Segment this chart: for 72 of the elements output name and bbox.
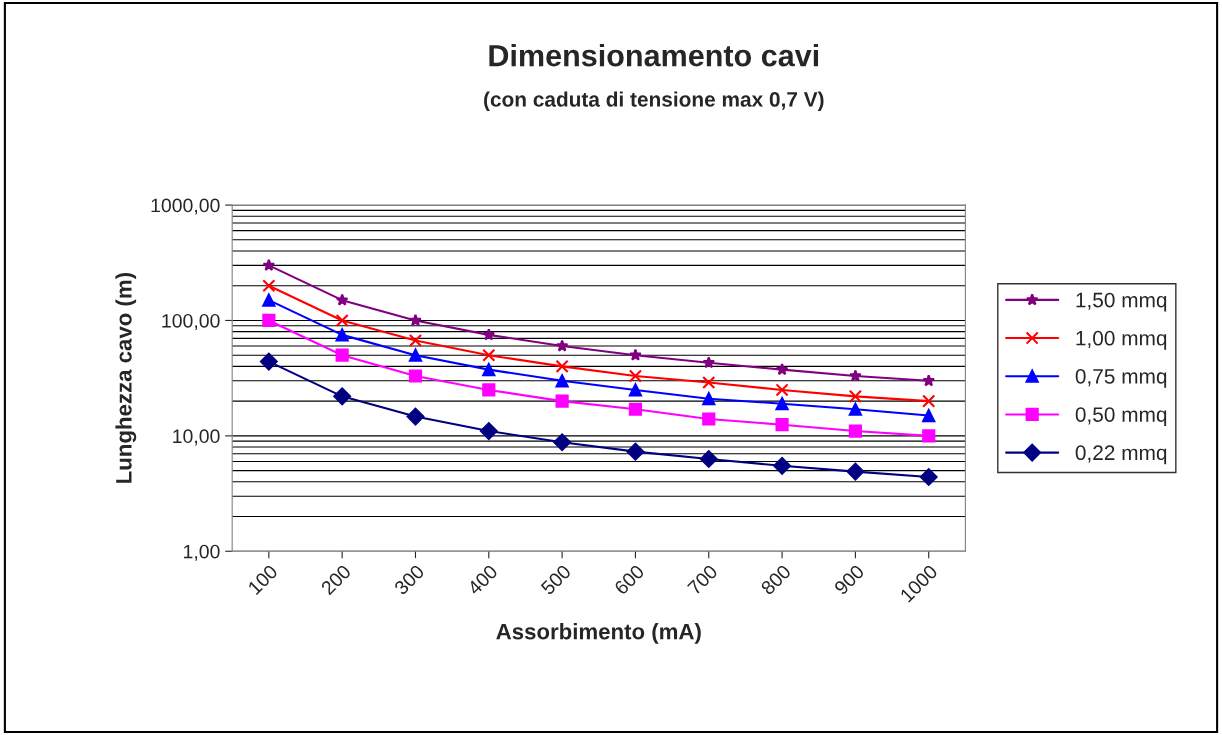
point — [555, 339, 569, 352]
point — [262, 279, 276, 293]
point — [628, 383, 643, 397]
x-axis-title: Assorbimento (mA) — [496, 623, 701, 644]
chart-title: Dimensionamento cavi — [489, 44, 819, 67]
point — [555, 374, 569, 388]
y-tick-label: 1000,00 — [151, 198, 220, 215]
x-tick-label: 700 — [686, 563, 719, 596]
point — [702, 392, 716, 406]
point — [408, 333, 423, 348]
point — [919, 468, 938, 486]
point — [775, 363, 789, 376]
point — [482, 348, 496, 362]
point — [848, 389, 862, 403]
point — [628, 402, 643, 416]
point — [482, 383, 496, 397]
point — [846, 462, 865, 481]
point — [922, 374, 936, 387]
point — [335, 328, 349, 342]
x-tick-label: 300 — [393, 563, 426, 596]
point — [408, 348, 423, 362]
point — [555, 359, 569, 373]
point — [699, 450, 718, 468]
x-tick-label: 600 — [613, 563, 645, 596]
point — [479, 422, 498, 440]
y-axis-title: Lunghezza cavo (m) — [115, 273, 137, 483]
legend-label: 0,22 mmq — [1075, 445, 1167, 465]
point — [775, 383, 789, 397]
legend-label: 0,50 mmq — [1075, 407, 1167, 427]
point — [922, 408, 936, 423]
point — [848, 424, 862, 438]
point — [626, 442, 645, 461]
x-tick-label: 500 — [540, 563, 572, 596]
point — [335, 348, 349, 362]
point — [555, 394, 569, 408]
legend-label: 0,75 mmq — [1075, 369, 1167, 388]
point — [262, 313, 276, 328]
point — [775, 418, 789, 432]
x-tick-label: 800 — [760, 563, 792, 596]
x-tick-label: 100 — [247, 563, 279, 596]
point — [702, 375, 716, 390]
point — [922, 394, 936, 408]
point — [335, 313, 349, 328]
point — [553, 433, 572, 452]
legend-label: 1,50 mmq — [1076, 292, 1167, 312]
point — [259, 352, 278, 371]
chart-subtitle: (con caduta di tensione max 0,7 V) — [484, 91, 824, 111]
point — [333, 387, 352, 406]
point — [629, 348, 642, 361]
point — [262, 258, 276, 271]
y-tick-label: 1,00 — [184, 544, 220, 561]
point — [848, 402, 862, 416]
point — [849, 369, 862, 382]
point — [628, 369, 643, 383]
point — [922, 429, 936, 443]
point — [406, 407, 425, 426]
point — [408, 369, 423, 383]
point — [482, 363, 496, 377]
point — [775, 397, 789, 411]
x-tick-label: 400 — [466, 563, 499, 596]
point — [335, 293, 349, 306]
point — [409, 313, 422, 326]
point — [262, 293, 276, 307]
y-tick-label: 100,00 — [162, 313, 220, 330]
legend-label: 1,00 mmq — [1076, 330, 1167, 350]
point — [702, 412, 716, 426]
point — [702, 356, 716, 369]
y-tick-label: 10,00 — [173, 429, 220, 446]
point — [773, 456, 791, 475]
point — [482, 328, 496, 341]
x-tick-label: 200 — [320, 563, 352, 596]
x-tick-label: 900 — [833, 563, 865, 596]
